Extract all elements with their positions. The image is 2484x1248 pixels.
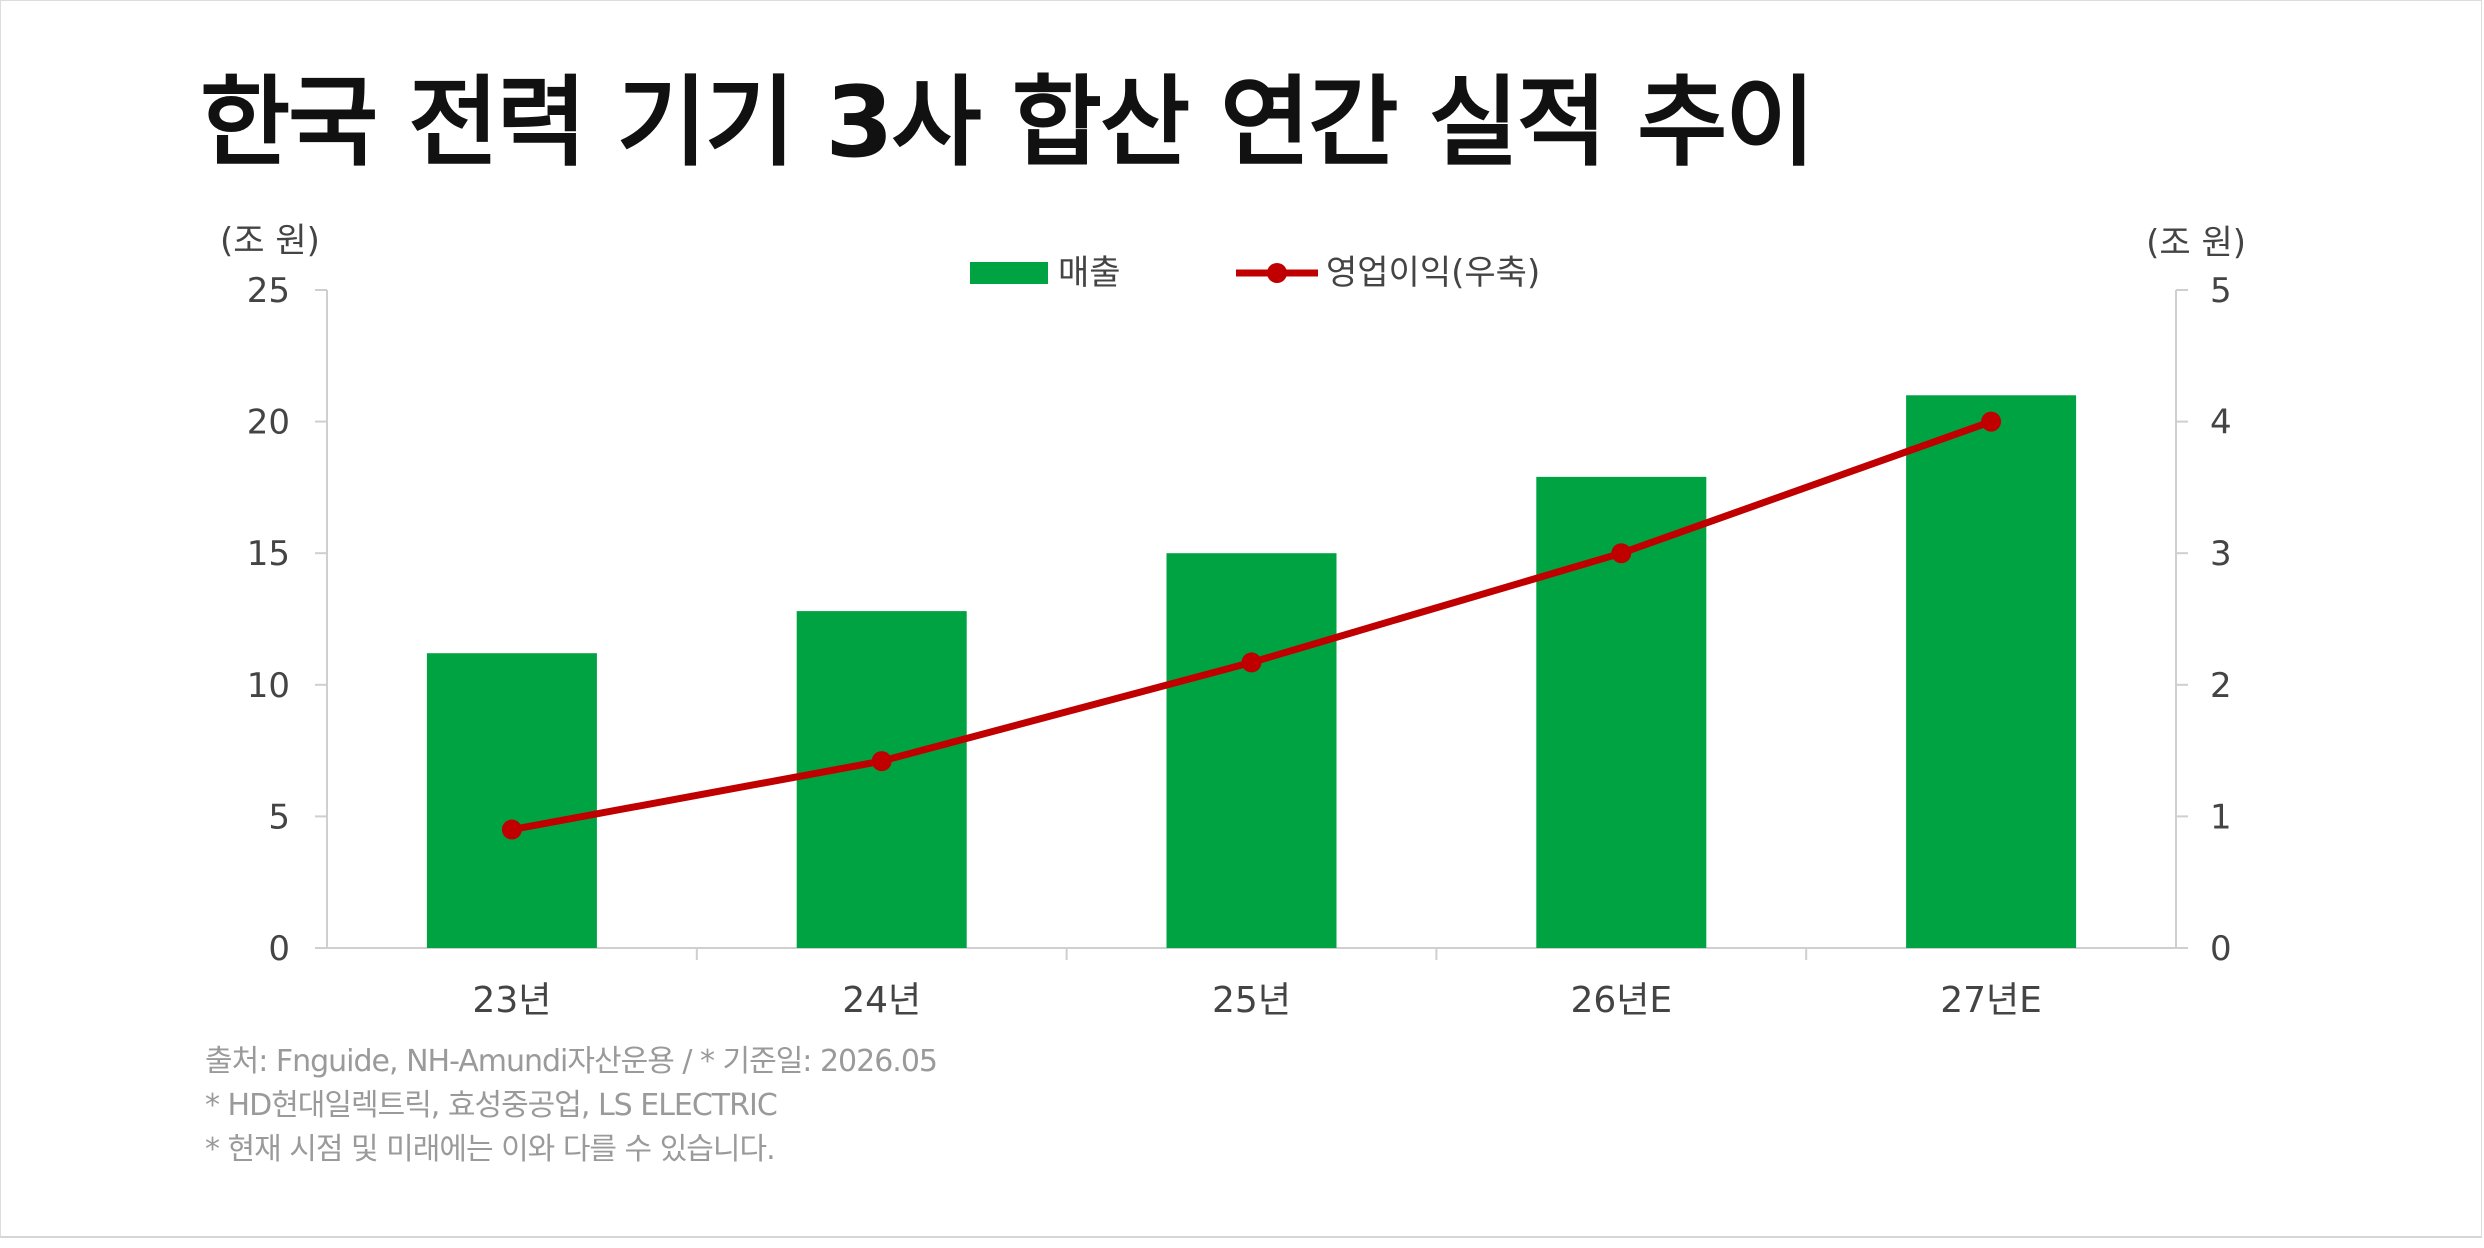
right-tick-label: 1 [2210,797,2232,837]
left-tick-label: 25 [247,271,290,311]
left-tick-label: 20 [247,403,290,443]
left-tick-label: 10 [247,666,290,706]
right-tick-label: 2 [2210,666,2232,706]
operating-profit-point [501,819,522,840]
operating-profit-point [871,751,892,772]
footnotes: 출처: Fnguide, NH-Amundi자산운용 / * 기준일: 2026… [205,1040,938,1172]
operating-profit-point [1981,411,2002,432]
right-tick-label: 0 [2210,929,2232,969]
revenue-bar [426,653,597,948]
left-tick-label: 5 [268,797,290,837]
legend-label-revenue: 매출 [1058,253,1121,293]
left-tick-label: 15 [247,534,290,574]
companies-note: * HD현대일렉트릭, 효성중공업, LS ELECTRIC [205,1088,778,1123]
operating-profit-point [1241,652,1262,673]
right-axis-unit: (조 원) [2146,223,2246,263]
revenue-bar [796,611,967,948]
x-tick-label: 24년 [842,980,921,1021]
revenue-bar [1906,395,2077,948]
left-axis-unit: (조 원) [220,221,320,261]
source-note: 출처: Fnguide, NH-Amundi자산운용 / * 기준일: 2026… [205,1044,938,1079]
legend-label-profit: 영업이익(우축) [1326,253,1540,293]
operating-profit-point [1611,543,1632,564]
left-tick-label: 0 [268,929,290,969]
legend-swatch-profit-marker [1267,263,1287,283]
revenue-bar [1166,553,1337,948]
right-tick-label: 3 [2210,534,2232,574]
x-tick-label: 27년E [1940,980,2042,1021]
x-tick-label: 23년 [472,980,551,1021]
right-tick-label: 5 [2210,271,2232,311]
right-tick-label: 4 [2210,403,2232,443]
x-tick-label: 25년 [1212,980,1291,1021]
legend-swatch-revenue [970,262,1048,284]
disclaimer-note: * 현재 시점 및 미래에는 이와 다를 수 있습니다. [205,1132,776,1167]
x-tick-label: 26년E [1570,980,1672,1021]
chart-title: 한국 전력 기기 3사 합산 연간 실적 추이 [200,66,1815,180]
